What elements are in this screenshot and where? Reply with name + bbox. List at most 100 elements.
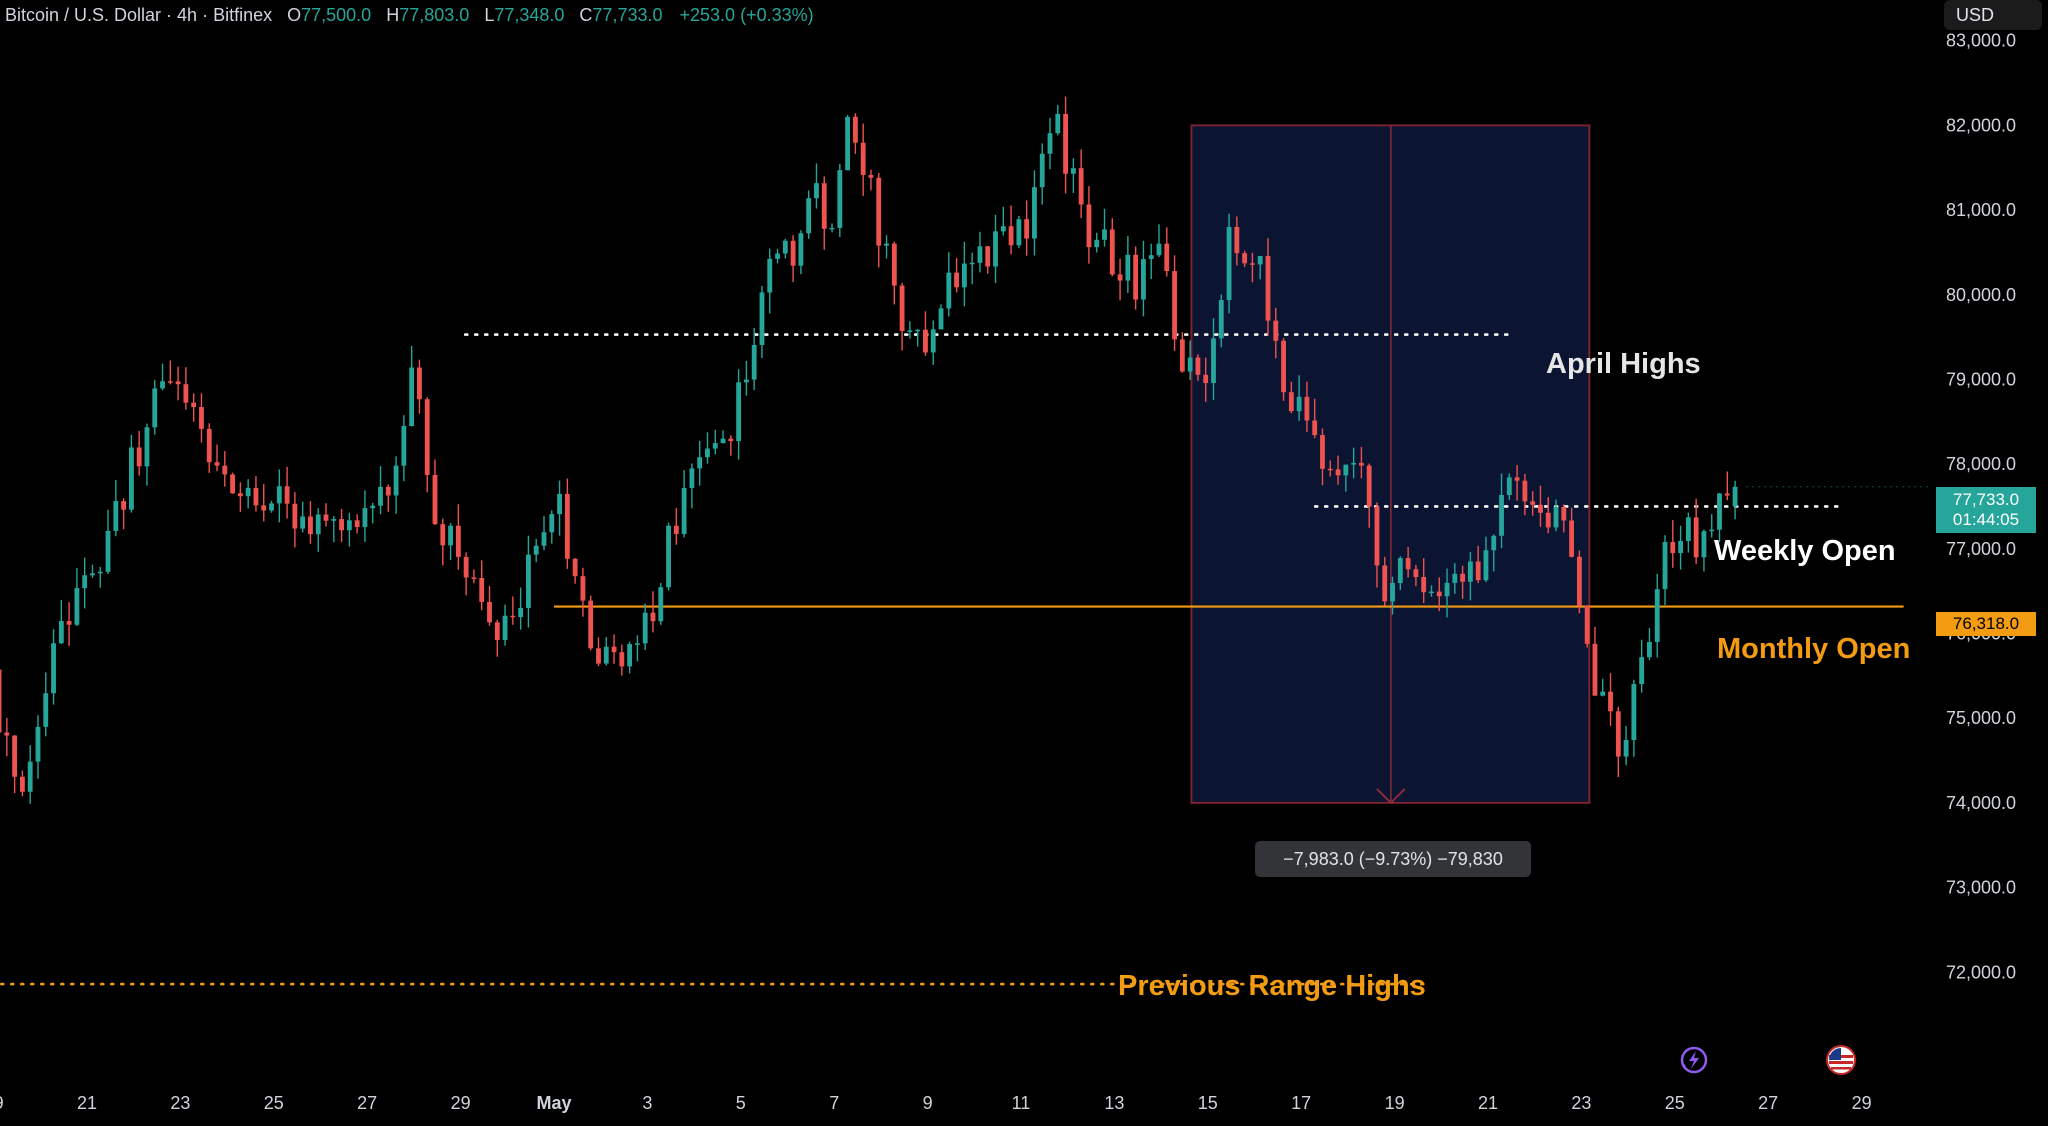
- candle-body-141: [1086, 204, 1092, 248]
- candle-body-139: [1070, 168, 1076, 174]
- y-tick-label-7: 79,000.0: [1946, 369, 2016, 389]
- x-tick-label-11: 11: [1012, 1093, 1031, 1113]
- y-tick-label-9: 81,000.0: [1946, 200, 2016, 220]
- candle-body-83: [634, 643, 640, 645]
- candle-body-64: [487, 601, 492, 623]
- change-value: +253.0 (+0.33%): [679, 5, 814, 25]
- candle-body-164: [1265, 256, 1271, 321]
- candle-body-61: [463, 556, 469, 578]
- symbol-legend: Bitcoin / U.S. Dollar · 4h · Bitfinex O7…: [5, 4, 814, 26]
- candle-body-136: [1047, 133, 1053, 154]
- candle-body-49: [370, 505, 376, 509]
- candle-body-144: [1109, 229, 1115, 275]
- candle-body-56: [424, 399, 430, 475]
- x-tick-label-16: 21: [1478, 1093, 1498, 1113]
- candle-body-20: [144, 427, 150, 467]
- candle-body-160: [1234, 227, 1240, 254]
- candle-body-111: [852, 116, 858, 143]
- candle-body-38: [284, 486, 290, 504]
- candle-body-149: [1148, 255, 1154, 260]
- candle-body-209: [1615, 711, 1621, 757]
- high-label: H: [386, 5, 400, 25]
- candle-body-216: [1670, 542, 1676, 554]
- low-label: L: [484, 5, 495, 25]
- candle-body-146: [1125, 254, 1131, 281]
- x-tick-label-15: 19: [1385, 1093, 1405, 1113]
- candle-body-86: [658, 587, 664, 622]
- candle-body-190: [1467, 561, 1473, 582]
- candle-body-104: [798, 233, 804, 266]
- candle-body-175: [1351, 462, 1357, 465]
- candle-body-87: [666, 525, 671, 588]
- candle-body-173: [1335, 469, 1341, 476]
- candle-body-117: [899, 285, 905, 331]
- candle-body-39: [292, 503, 298, 529]
- candle-body-81: [619, 652, 625, 667]
- candle-body-60: [455, 525, 461, 557]
- candle-body-222: [1717, 493, 1722, 530]
- candle-body-158: [1218, 300, 1224, 339]
- open-value: 77,500.0: [301, 5, 372, 25]
- candle-body-147: [1133, 254, 1139, 300]
- price-levels: [0, 333, 1904, 986]
- x-tick-label-4: 27: [357, 1093, 377, 1113]
- candle-body-113: [868, 174, 874, 178]
- candle-body-71: [541, 532, 547, 546]
- lightning-icon[interactable]: [1676, 1044, 1708, 1076]
- x-tick-label-18: 25: [1665, 1093, 1685, 1113]
- candle-body-36: [269, 503, 274, 511]
- candle-body-73: [557, 493, 562, 515]
- candle-body-129: [993, 231, 998, 267]
- candle-body-103: [790, 240, 796, 266]
- candle-body-177: [1366, 465, 1372, 507]
- currency-selector[interactable]: USD: [1944, 0, 2042, 30]
- candle-body-210: [1623, 739, 1629, 757]
- candle-body-107: [821, 183, 827, 229]
- candle-body-15: [105, 530, 111, 572]
- low-value: 77,348.0: [494, 5, 565, 25]
- candle-body-189: [1460, 573, 1466, 582]
- x-tick-label-9: 7: [829, 1093, 839, 1113]
- candle-body-10: [66, 621, 72, 625]
- candle-body-48: [362, 508, 368, 528]
- candle-body-186: [1436, 591, 1442, 597]
- candle-body-197: [1522, 480, 1528, 502]
- candle-body-100: [767, 258, 773, 293]
- last-price-value: 77,733.0: [1952, 490, 2020, 509]
- candle-body-131: [1008, 226, 1014, 246]
- candle-body-167: [1288, 392, 1294, 412]
- bar-countdown: 01:44:05: [1952, 510, 2020, 529]
- candle-body-112: [860, 142, 866, 175]
- candle-body-203: [1569, 520, 1575, 557]
- candle-body-3: [12, 735, 18, 777]
- candle-body-181: [1397, 558, 1403, 584]
- candle-body-31: [230, 474, 236, 494]
- candle-body-123: [946, 272, 952, 309]
- candle-body-184: [1421, 577, 1427, 593]
- candle-body-127: [977, 246, 983, 263]
- candle-body-125: [961, 263, 967, 288]
- x-tick-label-8: 5: [736, 1093, 746, 1113]
- candle-body-34: [253, 487, 259, 506]
- candle-body-41: [308, 516, 313, 535]
- candle-body-75: [572, 558, 578, 577]
- us-flag-icon[interactable]: [1825, 1044, 1857, 1076]
- candle-body-151: [1164, 243, 1170, 272]
- high-value: 77,803.0: [399, 5, 470, 25]
- candle-body-192: [1483, 550, 1489, 581]
- candle-body-115: [884, 243, 889, 246]
- candle-body-24: [175, 381, 181, 385]
- candle-body-7: [43, 693, 49, 727]
- x-tick-label-0: 19: [0, 1093, 4, 1113]
- y-tick-label-8: 80,000.0: [1946, 285, 2016, 305]
- candle-body-90: [689, 468, 695, 488]
- candle-body-16: [113, 501, 119, 531]
- april-highs-label: April Highs: [1546, 348, 1701, 380]
- candle-body-143: [1102, 229, 1107, 240]
- candle-body-45: [339, 519, 344, 531]
- candle-body-194: [1499, 495, 1504, 536]
- measure-label: −7,983.0 (−9.73%) −79,830: [1255, 841, 1531, 877]
- candle-body-93: [712, 443, 718, 449]
- candle-body-120: [923, 329, 928, 353]
